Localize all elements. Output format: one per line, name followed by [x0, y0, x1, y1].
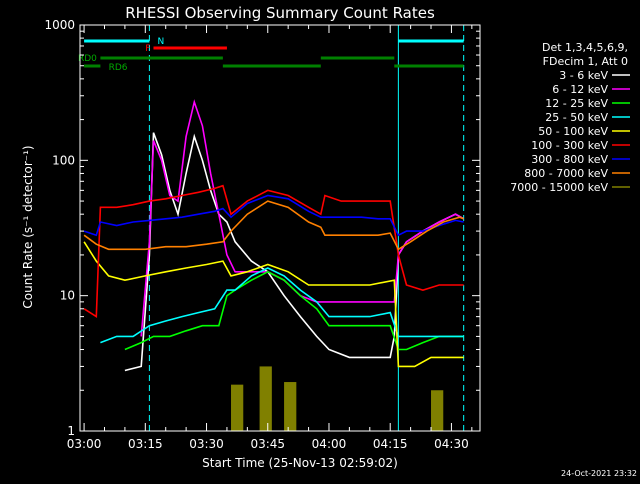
series-line-6 [83, 194, 464, 237]
y-axis-label: Count Rate (s⁻¹ detector⁻¹) [21, 145, 35, 308]
axes: 1 10 100 1000 03:00 03:15 03:30 03:45 04:00 04:15… [44, 18, 481, 451]
series-line-7 [83, 200, 464, 251]
series-line-3 [100, 267, 464, 344]
legend-label-5: 100 - 300 keV [531, 139, 608, 152]
chart-title: RHESSI Observing Summary Count Rates [125, 4, 435, 22]
x-axis-label: Start Time (25-Nov-13 02:59:02) [202, 456, 398, 470]
plot-area: NF RD0 RD6 [78, 25, 465, 431]
flag-label-RD6: RD6 [109, 63, 128, 73]
legend-label-0: 3 - 6 keV [559, 69, 608, 82]
legend-label-4: 50 - 100 keV [538, 125, 608, 138]
legend-label-2: 12 - 25 keV [545, 97, 608, 110]
flag-label-F: F [145, 44, 150, 54]
legend-label-7: 800 - 7000 keV [524, 167, 608, 180]
legend-header: Det 1,3,4,5,6,9, FDecim 1, Att 0 [542, 41, 628, 68]
x-tick-label-1: 03:15 [128, 437, 163, 451]
legend-header-line-2: FDecim 1, Att 0 [543, 55, 628, 68]
series-line-5 [83, 184, 464, 319]
legend-label-3: 25 - 50 keV [545, 111, 608, 124]
x-tick-label-6: 04:30 [434, 437, 469, 451]
legend-label-8: 7000 - 15000 keV [510, 181, 608, 194]
series-line-2 [124, 270, 464, 351]
x-tick-label-5: 04:15 [373, 437, 408, 451]
flag-label-N: N [158, 37, 165, 47]
y-tick-label-0: 1 [67, 424, 75, 438]
y-tick-label-2: 100 [52, 153, 75, 167]
legend-header-line-1: Det 1,3,4,5,6,9, [542, 41, 628, 54]
y-tick-label-1: 10 [60, 289, 75, 303]
x-tick-label-0: 03:00 [67, 437, 102, 451]
band-segment-0-0 [231, 384, 244, 431]
timestamp: 24-Oct-2021 23:32 [561, 469, 637, 478]
legend-label-1: 6 - 12 keV [552, 83, 608, 96]
flag-label-RD0: RD0 [78, 54, 97, 64]
x-tick-label-2: 03:30 [189, 437, 224, 451]
plot-frame [79, 24, 481, 432]
band-segment-0-2 [284, 382, 297, 431]
legend-label-6: 300 - 800 keV [531, 153, 608, 166]
x-tick-label-4: 04:00 [312, 437, 347, 451]
series-line-4 [83, 241, 464, 368]
band-segment-0-1 [259, 366, 272, 431]
y-tick-label-3: 1000 [44, 18, 75, 32]
x-tick-label-3: 03:45 [250, 437, 285, 451]
band-segment-0-3 [431, 390, 444, 431]
